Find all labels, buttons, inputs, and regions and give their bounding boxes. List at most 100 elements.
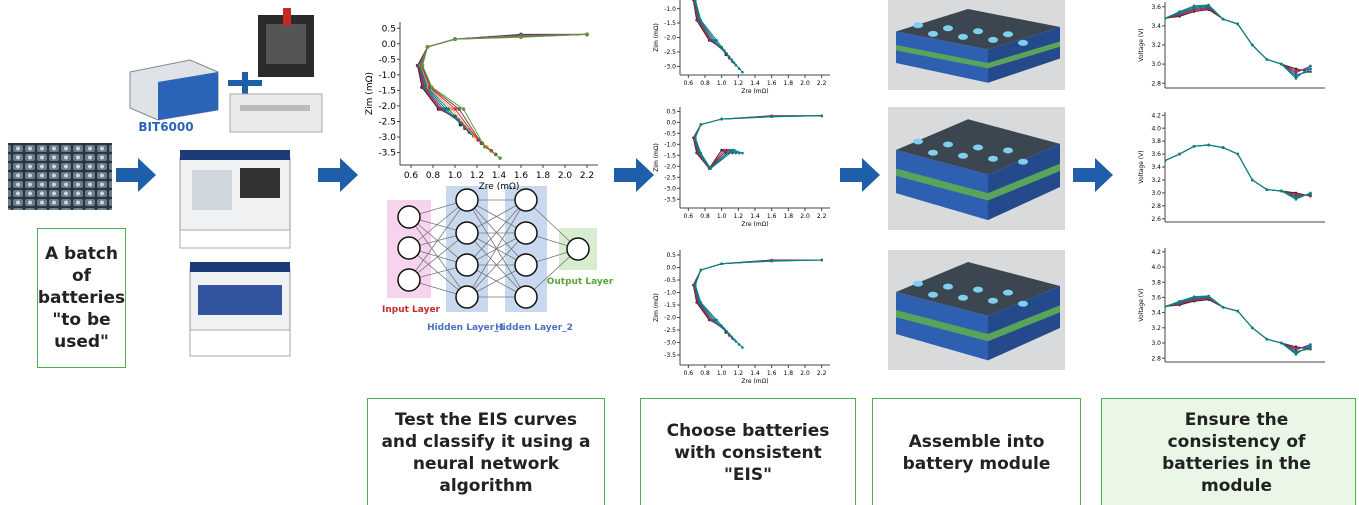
x-tick-label: 1.2 [734,370,744,377]
y-tick-label: -2.0 [664,163,676,170]
x-tick-label: 1.4 [492,171,507,181]
curve-point [1178,300,1181,303]
curve-point [741,346,744,349]
module-cell [1018,159,1028,165]
x-tick-label: 1.8 [784,370,794,377]
y-tick-label: 3.6 [1151,295,1161,302]
nn-node [456,222,478,244]
nn-label: Input Layer [382,305,441,315]
y-tick-label: 0.5 [666,252,676,259]
curve-point [820,114,823,117]
battery-module-image [888,250,1065,370]
y-tick-label: 4.2 [1151,249,1161,256]
curve-point [700,269,703,272]
x-tick-label: 0.6 [684,80,694,87]
curve-point [1309,68,1312,71]
y-tick-label: 3.8 [1151,279,1161,286]
nn-label: Output Layer [547,277,614,287]
x-tick-label: 1.2 [470,171,484,181]
x-tick-label: 2.2 [580,171,594,181]
y-tick-label: -3.5 [664,196,676,203]
y-tick-label: -2.5 [664,174,676,181]
curve-point [1295,77,1298,80]
curve-point [453,107,457,111]
y-axis-label: Zim (mΩ) [653,143,660,172]
step-caption: A batch of batteries "to be used" [37,228,126,368]
module-cell [1018,301,1028,307]
curve-point [1236,310,1239,313]
battery-module-image [888,0,1065,90]
y-tick-label: -1.5 [664,152,676,159]
y-tick-label: 4.2 [1151,112,1161,119]
module-cell [988,298,998,304]
curve [695,260,822,345]
module-cell [973,144,983,150]
nn-node [515,222,537,244]
y-tick-label: -1.5 [378,87,396,97]
curve-point [720,118,723,121]
curve [693,0,821,55]
curve [695,0,822,65]
curve-point [1236,23,1239,26]
curve-point [1309,346,1312,349]
x-axis-label: Zre (mΩ) [741,221,768,228]
curve-point [1207,295,1210,298]
curve-point [720,262,723,265]
curve-point [1309,70,1312,73]
y-tick-label: 3.0 [1151,340,1161,347]
curve-point [700,19,703,22]
y-axis-label: Zim (mΩ) [653,293,660,322]
curve [694,0,822,58]
curve-point [1236,153,1239,156]
curve-point [733,149,736,152]
curve [695,0,822,69]
curve [422,34,587,154]
y-tick-label: 0.0 [666,265,676,272]
x-tick-label: 0.8 [426,171,441,181]
curve [695,260,822,342]
curve-point [1280,190,1283,193]
y-tick-label: -2.5 [664,49,676,56]
y-tick-label: 3.0 [1151,190,1161,197]
curve-point [519,35,523,39]
curves [692,259,823,349]
curve-point [450,107,454,111]
x-axis-label: Zre (mΩ) [741,88,768,95]
y-tick-label: 3.6 [1151,151,1161,158]
x-tick-label: 0.8 [700,213,710,220]
curve-point [1251,44,1254,47]
device-label: BIT6000 [138,120,193,134]
curve-point [1295,198,1298,201]
y-tick-label: -1.0 [664,290,676,297]
step-caption: Assemble into battery module [872,398,1081,505]
module-cell [913,138,923,144]
y-tick-label: -3.0 [664,63,676,70]
curve-point [1178,10,1181,13]
curve-point [426,45,430,49]
module-cell [943,284,953,290]
curve [1165,8,1310,73]
curve [418,34,587,128]
curve-point [709,167,712,170]
curve-point [1207,144,1210,147]
curves [1164,295,1312,356]
module-cell [928,292,938,298]
curve-point [741,71,744,74]
curve-point [1164,17,1167,20]
module-cell [958,34,968,40]
curves [416,33,589,160]
nn-node [456,286,478,308]
curve [1165,6,1310,77]
chart-panel: -1.0-1.5-2.0-2.5-3.00.60.81.01.21.41.61.… [653,0,830,95]
module-cell [958,153,968,159]
curve [694,116,822,169]
x-tick-label: 1.6 [767,213,777,220]
x-tick-label: 2.0 [558,171,573,181]
curve [419,34,587,132]
y-tick-label: 4.0 [1151,264,1161,271]
curve-point [1193,295,1196,298]
curve [420,34,587,139]
y-tick-label: 3.6 [1151,4,1161,11]
nn-node [567,238,589,260]
